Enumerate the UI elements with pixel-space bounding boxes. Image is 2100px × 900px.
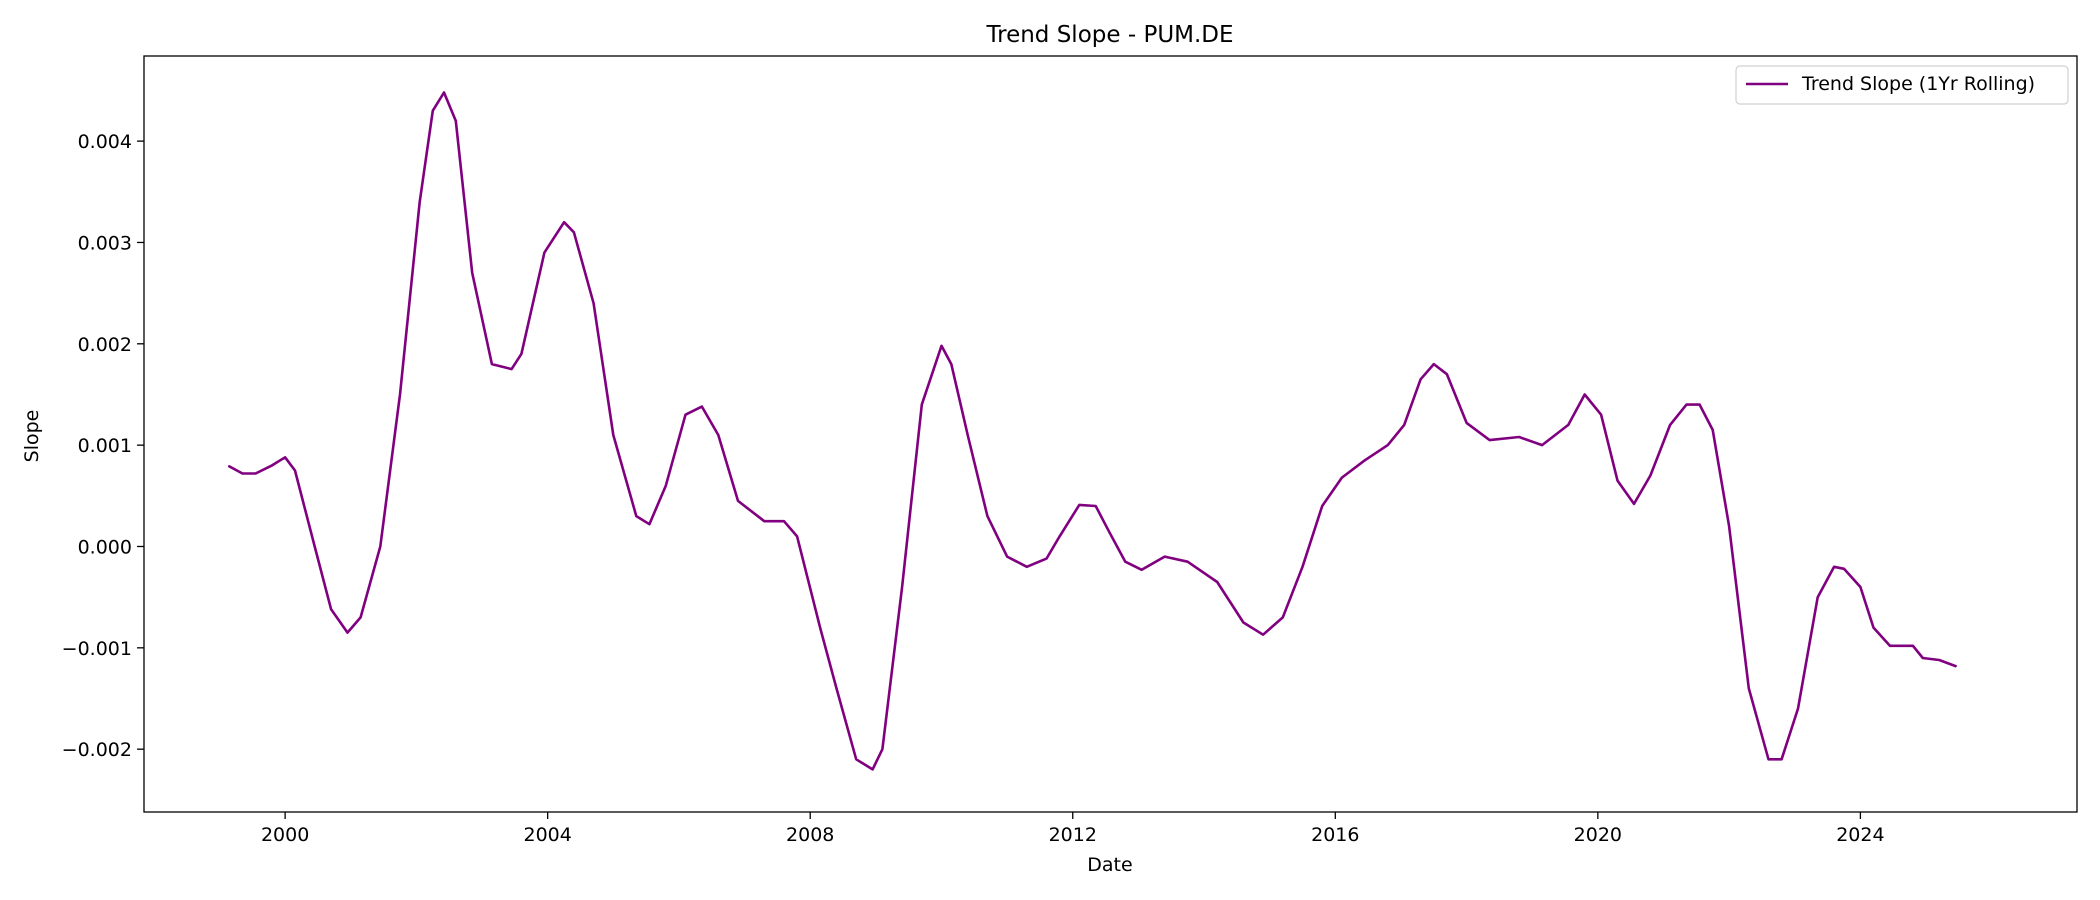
legend: Trend Slope (1Yr Rolling) (1735, 65, 2069, 105)
y-tick-label: 0.003 (78, 232, 132, 254)
x-tick-label: 2024 (1836, 824, 1884, 846)
series-line-0 (228, 91, 1957, 771)
x-tick-label: 2012 (1049, 824, 1097, 846)
x-axis-label: Date (1087, 854, 1132, 876)
y-tick-label: 0.004 (78, 131, 132, 153)
x-tick-label: 2008 (786, 824, 834, 846)
x-tick-label: 2020 (1574, 824, 1622, 846)
y-tick-label: −0.002 (62, 739, 132, 761)
y-tick-label: −0.001 (62, 638, 132, 660)
plot-area: 2000 2004 2008 2012 2016 2020 2024 −0.002 −0.001… (62, 55, 2078, 846)
y-tick-label: 0.002 (78, 334, 132, 356)
y-tick-label: 0.001 (78, 435, 132, 457)
chart-title: Trend Slope - PUM.DE (985, 22, 1233, 48)
axes-frame (143, 55, 2078, 813)
x-tick-label: 2000 (261, 824, 309, 846)
legend-label: Trend Slope (1Yr Rolling) (1801, 73, 2035, 95)
x-tick-label: 2016 (1311, 824, 1359, 846)
x-tick-label: 2004 (523, 824, 571, 846)
y-axis-label: Slope (21, 410, 43, 463)
legend-box (1735, 65, 2069, 105)
y-tick-label: 0.000 (78, 536, 132, 558)
